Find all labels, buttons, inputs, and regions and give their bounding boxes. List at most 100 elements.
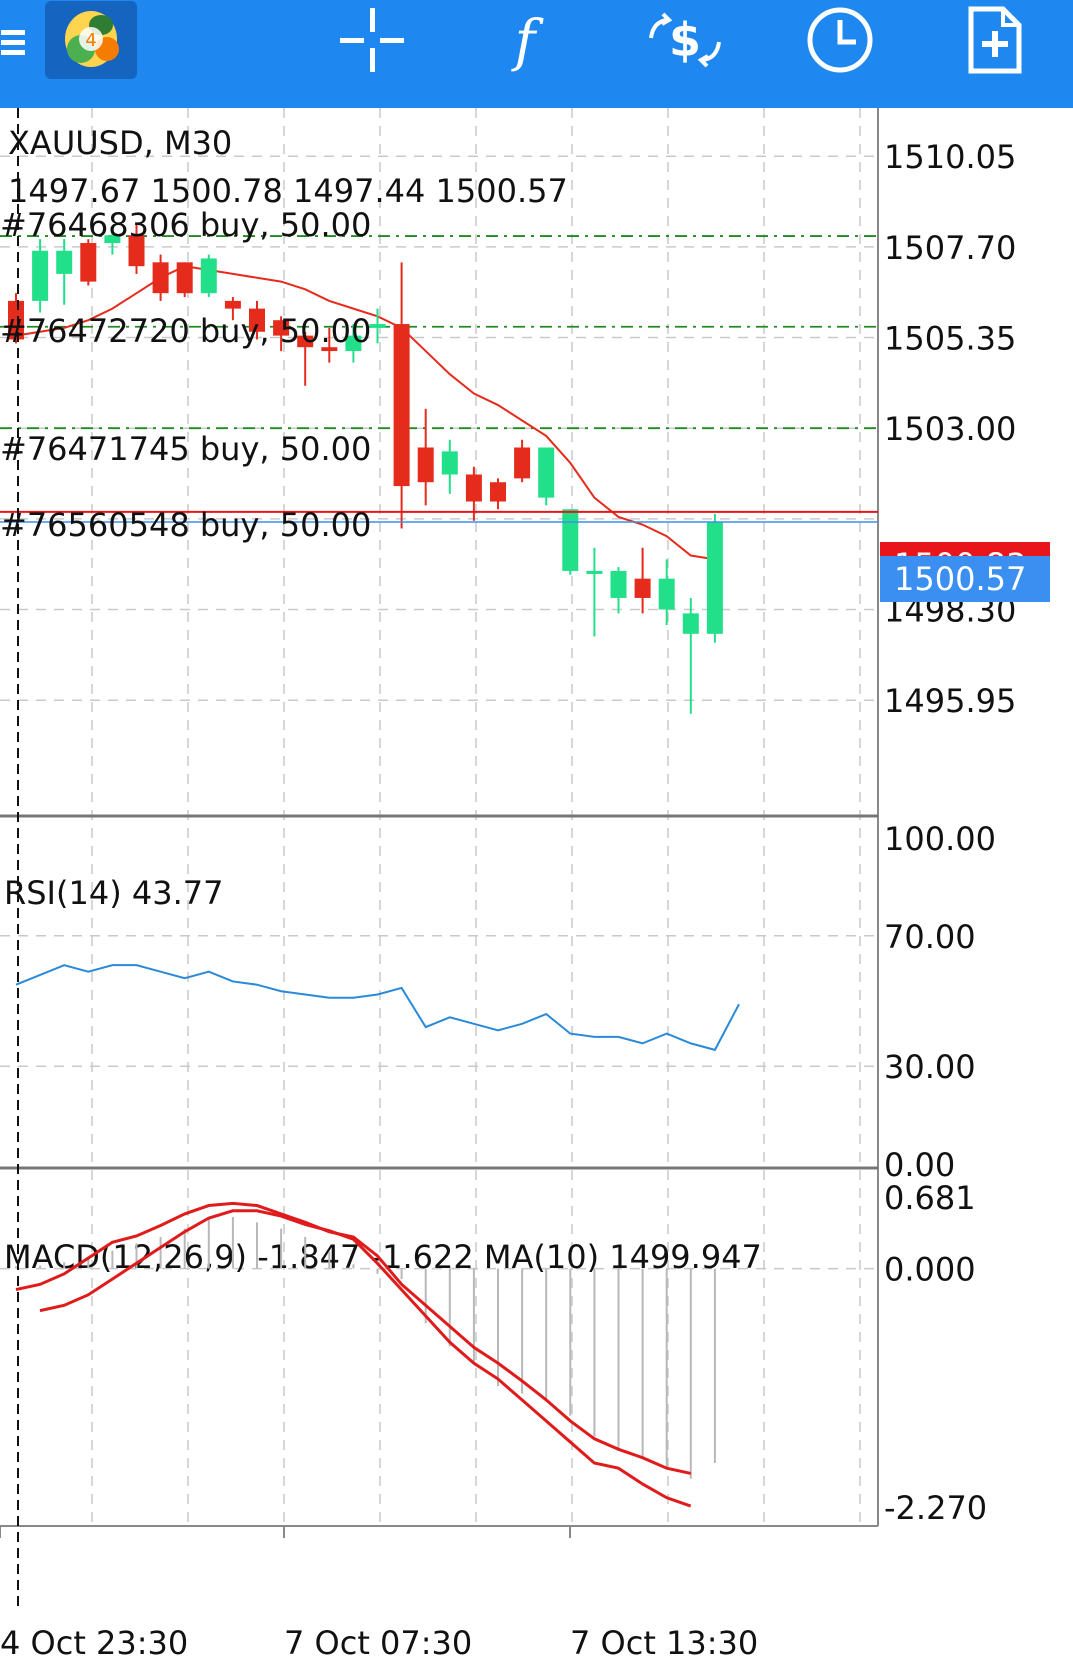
candle-body <box>8 300 24 340</box>
candle <box>297 331 314 386</box>
candle-body <box>441 451 458 475</box>
macd-lines <box>15 1201 692 1508</box>
candle-body <box>562 509 579 571</box>
candle-body <box>32 250 49 301</box>
macd-main-path <box>39 1209 692 1508</box>
candle <box>538 447 555 506</box>
rsi-axis-label: 30.00 <box>884 1048 976 1086</box>
svg-text:4: 4 <box>85 30 96 51</box>
candle <box>345 324 362 363</box>
candle <box>273 316 290 352</box>
rsi-label: RSI(14) 43.77 <box>4 874 223 912</box>
crosshair-icon[interactable] <box>332 0 412 80</box>
candle-body <box>393 324 410 487</box>
symbol-label: XAUUSD, M30 <box>8 124 232 162</box>
candle <box>393 262 410 529</box>
candle-body <box>490 482 506 502</box>
ohlc-label: 1497.67 1500.78 1497.44 1500.57 <box>8 172 568 210</box>
candle <box>152 254 169 301</box>
candle-body <box>80 243 97 282</box>
time-axis-label: 7 Oct 13:30 <box>570 1624 758 1662</box>
candle <box>224 297 241 321</box>
candle <box>32 239 49 313</box>
price-axis-label: 1505.35 <box>884 320 1016 358</box>
candle <box>321 327 338 363</box>
candle <box>176 262 193 298</box>
macd-axis-label: -2.270 <box>884 1489 987 1527</box>
candle <box>128 223 145 274</box>
macd-histogram <box>15 1217 716 1479</box>
candle <box>369 308 386 344</box>
candle-body <box>465 474 482 502</box>
candle-body <box>610 570 627 598</box>
order-labels: #76468306 buy, 50.00 #76472720 buy, 50.00… <box>0 206 371 544</box>
order-label: #76471745 buy, 50.00 <box>0 430 371 468</box>
candle <box>80 239 97 286</box>
candle-body <box>634 578 651 598</box>
candle <box>610 567 627 614</box>
candles <box>8 223 723 714</box>
candle-body <box>104 235 121 244</box>
ma-path <box>15 265 716 561</box>
price-axis-label: 1495.95 <box>884 682 1016 720</box>
svg-text:$: $ <box>669 13 701 67</box>
candle-body <box>417 447 434 483</box>
candle-body <box>128 235 145 267</box>
menu-icon[interactable] <box>0 0 28 80</box>
candle <box>104 227 121 255</box>
rsi-axis: 100.00 70.00 30.00 0.00 <box>884 820 996 1184</box>
bid-tag: 1500.57 <box>880 556 1050 602</box>
chart-area[interactable]: XAUUSD, M30 1497.67 1500.78 1497.44 1500… <box>0 108 1073 1663</box>
rsi-path <box>15 964 740 1052</box>
timeframe-icon[interactable] <box>800 0 880 80</box>
price-axis-label: 1503.00 <box>884 410 1016 448</box>
candle-body <box>176 262 193 294</box>
time-axis: 4 Oct 23:30 7 Oct 07:30 7 Oct 13:30 <box>0 1526 758 1662</box>
candle <box>441 439 458 494</box>
new-order-icon[interactable] <box>960 0 1030 80</box>
candle-body <box>273 320 290 336</box>
order-label: #76468306 buy, 50.00 <box>0 206 371 244</box>
candle-body <box>538 447 555 498</box>
rsi-axis-label: 0.00 <box>884 1146 955 1184</box>
price-axis-label: 1507.70 <box>884 229 1016 267</box>
candle <box>682 597 699 714</box>
app-logo-icon[interactable]: 4 <box>43 0 138 80</box>
candle-body <box>586 570 603 574</box>
svg-text:f: f <box>511 9 545 72</box>
time-axis-label: 7 Oct 07:30 <box>284 1624 472 1662</box>
candle <box>706 513 723 643</box>
candle <box>562 509 579 575</box>
candle <box>249 300 265 340</box>
price-lines <box>0 510 878 523</box>
candle-body <box>249 308 265 332</box>
candle-body <box>321 347 338 352</box>
candle-body <box>514 447 531 479</box>
order-label: #76560548 buy, 50.00 <box>0 506 371 544</box>
candle <box>658 559 675 625</box>
rsi-line <box>15 964 740 1052</box>
candle-body <box>706 521 723 634</box>
candle <box>200 254 217 298</box>
candle-body <box>56 250 73 274</box>
candle-body <box>297 335 314 348</box>
candle <box>56 239 73 305</box>
candle <box>490 478 506 510</box>
macd-axis-label: 0.681 <box>884 1179 976 1217</box>
candle-body <box>200 258 217 294</box>
price-axis: 1510.051507.701505.351503.001498.301495.… <box>884 138 1016 720</box>
candle-body <box>369 324 386 328</box>
candle-body <box>152 262 169 294</box>
price-axis-label: 1510.05 <box>884 138 1016 176</box>
candle <box>586 547 603 637</box>
candle <box>417 408 434 506</box>
rsi-axis-label: 100.00 <box>884 820 996 858</box>
candle-body <box>345 335 362 352</box>
rsi-axis-label: 70.00 <box>884 918 976 956</box>
trade-icon[interactable]: $ <box>640 0 730 80</box>
moving-average-line <box>15 265 716 561</box>
candle <box>634 547 651 614</box>
indicators-icon[interactable]: f <box>490 0 560 80</box>
candle <box>8 293 24 344</box>
candle <box>514 439 531 483</box>
